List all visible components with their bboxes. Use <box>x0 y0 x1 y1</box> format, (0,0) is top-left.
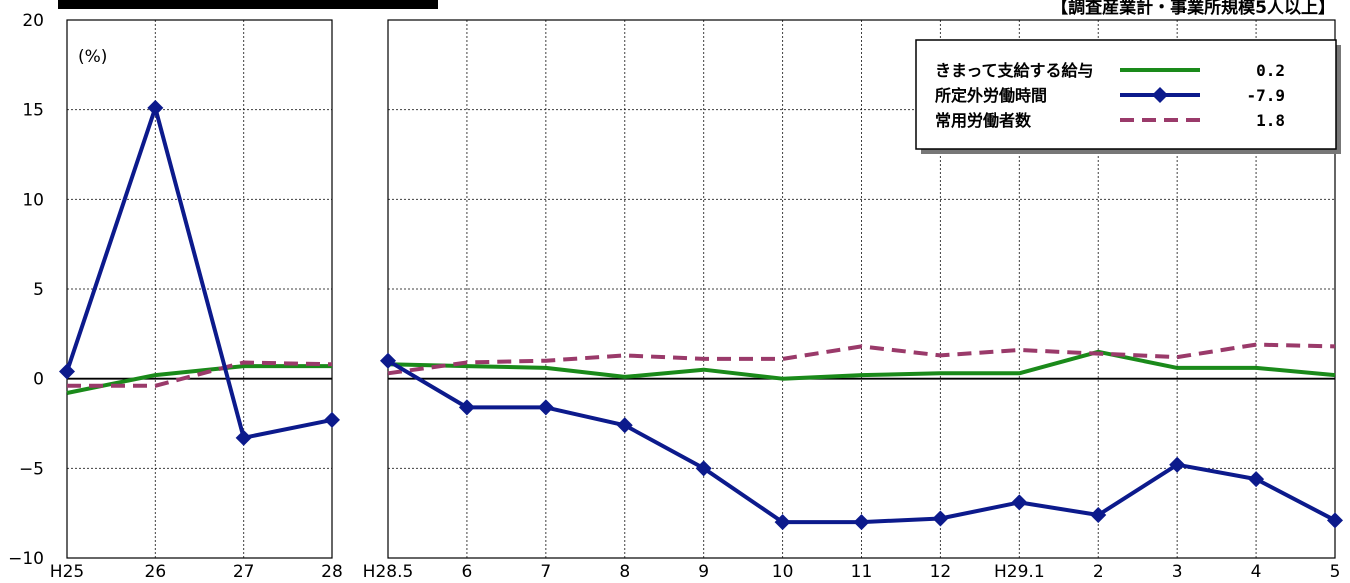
x-tick-label: H25 <box>50 562 84 582</box>
point-overtime <box>1169 456 1186 473</box>
point-overtime <box>853 514 870 531</box>
series-line-employees <box>67 360 333 388</box>
plot-frame <box>66 19 333 559</box>
x-tick-label: 3 <box>1172 562 1183 582</box>
x-tick-label: 5 <box>1330 562 1341 582</box>
x-tick-label: 4 <box>1251 562 1262 582</box>
point-overtime <box>1327 512 1343 529</box>
legend-marker-overtime <box>1152 87 1168 103</box>
point-overtime <box>695 460 712 477</box>
point-overtime <box>235 429 252 446</box>
point-overtime <box>1011 494 1028 511</box>
point-overtime <box>458 399 475 416</box>
point-overtime <box>380 352 396 369</box>
point-overtime <box>147 99 164 116</box>
legend: きまって支給する給与 0.2 所定外労働時間 -7.9 常用労働者数 1.8 <box>915 39 1341 154</box>
legend-label-employees: 常用労働者数 <box>935 111 1032 130</box>
point-overtime <box>774 514 791 531</box>
y-unit-label: (%) <box>78 47 107 67</box>
chart-caption: 【調査産業計・事業所規模5人以上】 <box>1051 0 1335 18</box>
point-overtime <box>537 399 554 416</box>
y-tick-label: 10 <box>22 190 44 210</box>
x-tick-label: 6 <box>462 562 473 582</box>
point-overtime <box>616 417 633 434</box>
panel-monthly: H28.5 6 7 8 9 10 11 12 H29.1 2 3 4 5 <box>363 19 1343 582</box>
x-tick-label: 10 <box>772 562 794 582</box>
point-overtime <box>324 411 340 428</box>
panel-annual: H25 26 27 28 <box>50 19 343 582</box>
x-tick-label: 8 <box>619 562 630 582</box>
x-tick-label: H29.1 <box>994 562 1045 582</box>
point-overtime <box>1090 506 1107 523</box>
legend-label-overtime: 所定外労働時間 <box>935 86 1047 105</box>
y-tick-label: 0 <box>33 370 44 390</box>
y-tick-label: 20 <box>22 11 44 31</box>
point-overtime <box>59 363 75 380</box>
legend-label-wages: きまって支給する給与 <box>935 61 1094 80</box>
legend-value-overtime: -7.9 <box>1246 86 1285 105</box>
title-bar <box>58 0 438 9</box>
x-tick-label: 2 <box>1093 562 1104 582</box>
x-tick-label: 9 <box>698 562 709 582</box>
y-tick-label: −10 <box>8 549 44 569</box>
series-line-wages <box>387 349 1336 381</box>
x-tick-label: 11 <box>851 562 873 582</box>
series-line-overtime <box>65 105 333 440</box>
plot-frame <box>387 19 1336 559</box>
y-tick-label: −5 <box>19 459 44 479</box>
x-tick-label: 28 <box>321 562 343 582</box>
y-tick-label: 5 <box>33 280 44 300</box>
x-tick-label: 12 <box>930 562 952 582</box>
point-overtime <box>932 510 949 527</box>
point-overtime <box>1248 471 1265 488</box>
legend-value-employees: 1.8 <box>1256 111 1285 130</box>
x-tick-label: 27 <box>233 562 255 582</box>
series-line-employees <box>387 342 1336 376</box>
x-tick-label: 7 <box>540 562 551 582</box>
x-tick-label: H28.5 <box>363 562 414 582</box>
x-tick-label: 26 <box>145 562 167 582</box>
legend-value-wages: 0.2 <box>1256 61 1285 80</box>
y-tick-label: 15 <box>22 101 44 121</box>
y-axis-labels: −10 −5 0 5 10 15 20 <box>8 11 44 569</box>
